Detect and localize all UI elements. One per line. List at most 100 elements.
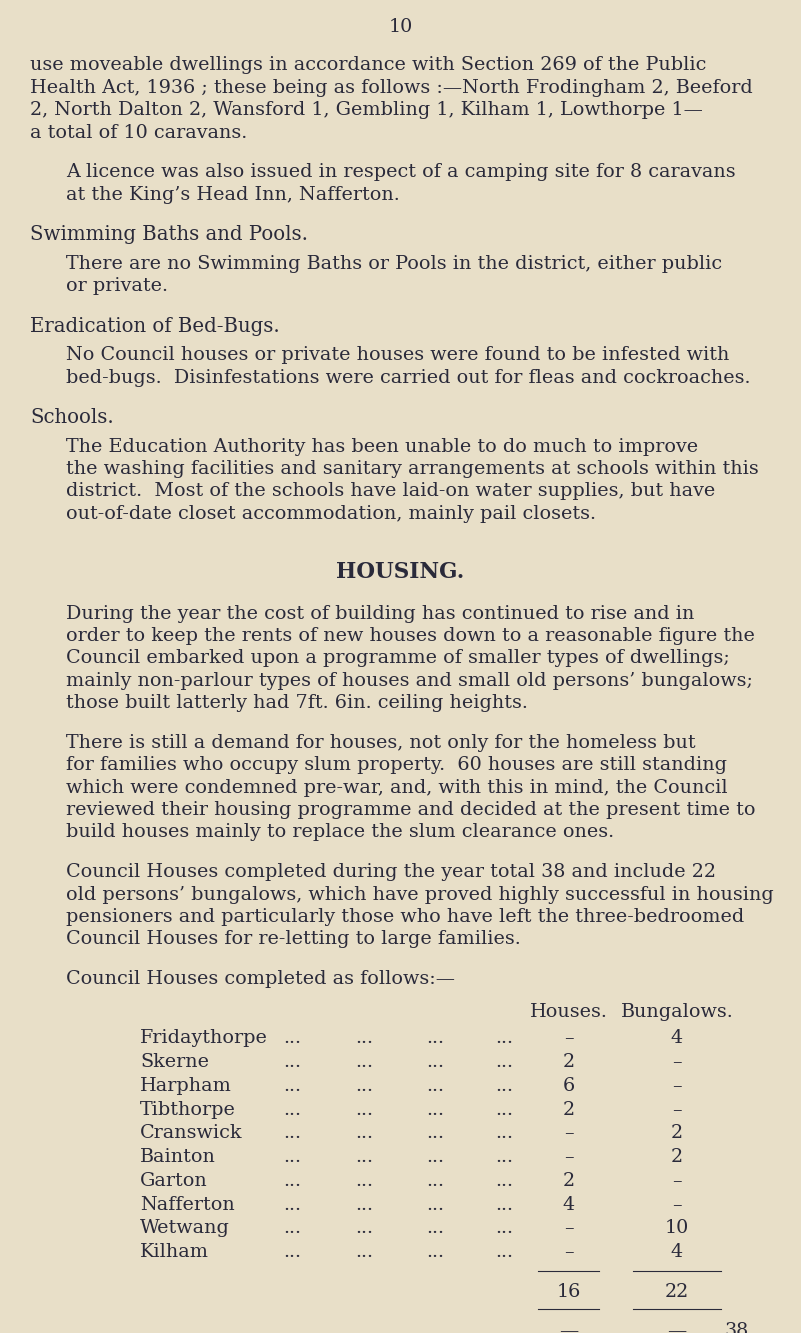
Text: ...: ... [284,1077,301,1094]
Text: ...: ... [284,1196,301,1213]
Text: The Education Authority has been unable to do much to improve: The Education Authority has been unable … [66,437,698,456]
Text: 2: 2 [562,1172,575,1190]
Text: –: – [672,1196,682,1213]
Text: ...: ... [284,1244,301,1261]
Text: ...: ... [426,1077,444,1094]
Text: 2: 2 [670,1148,683,1166]
Text: 2: 2 [562,1053,575,1072]
Text: ...: ... [496,1196,513,1213]
Text: Council Houses completed as follows:—: Council Houses completed as follows:— [66,970,455,988]
Text: ...: ... [356,1053,373,1072]
Text: Schools.: Schools. [30,408,115,428]
Text: Garton: Garton [140,1172,208,1190]
Text: 6: 6 [562,1077,575,1094]
Text: –: – [672,1077,682,1094]
Text: Bainton: Bainton [140,1148,216,1166]
Text: which were condemned pre-war, and, with this in mind, the Council: which were condemned pre-war, and, with … [66,778,727,797]
Text: ...: ... [356,1244,373,1261]
Text: Cranswick: Cranswick [140,1125,243,1142]
Text: ...: ... [496,1053,513,1072]
Text: During the year the cost of building has continued to rise and in: During the year the cost of building has… [66,605,694,623]
Text: ...: ... [356,1172,373,1190]
Text: 4: 4 [562,1196,575,1213]
Text: Wetwang: Wetwang [140,1220,230,1237]
Text: Bungalows.: Bungalows. [621,1004,733,1021]
Text: No Council houses or private houses were found to be infested with: No Council houses or private houses were… [66,347,729,364]
Text: Health Act, 1936 ; these being as follows :—North Frodingham 2, Beeford: Health Act, 1936 ; these being as follow… [30,79,753,97]
Text: 38: 38 [725,1322,749,1333]
Text: ...: ... [356,1125,373,1142]
Text: ...: ... [284,1220,301,1237]
Text: ...: ... [496,1148,513,1166]
Text: ...: ... [356,1220,373,1237]
Text: pensioners and particularly those who have left the three-bedroomed: pensioners and particularly those who ha… [66,908,744,926]
Text: ...: ... [426,1148,444,1166]
Text: ...: ... [284,1148,301,1166]
Text: ...: ... [426,1101,444,1118]
Text: 4: 4 [670,1244,683,1261]
Text: those built latterly had 7ft. 6in. ceiling heights.: those built latterly had 7ft. 6in. ceili… [66,694,528,712]
Text: ...: ... [496,1077,513,1094]
Text: Tibthorpe: Tibthorpe [140,1101,236,1118]
Text: 2: 2 [670,1125,683,1142]
Text: –: – [672,1053,682,1072]
Text: old persons’ bungalows, which have proved highly successful in housing: old persons’ bungalows, which have prove… [66,885,774,904]
Text: 2: 2 [562,1101,575,1118]
Text: Eradication of Bed-Bugs.: Eradication of Bed-Bugs. [30,317,280,336]
Text: ...: ... [284,1101,301,1118]
Text: Swimming Baths and Pools.: Swimming Baths and Pools. [30,225,308,244]
Text: or private.: or private. [66,277,167,295]
Text: Council Houses for re-letting to large families.: Council Houses for re-letting to large f… [66,930,521,948]
Text: district.  Most of the schools have laid-on water supplies, but have: district. Most of the schools have laid-… [66,483,715,500]
Text: —: — [559,1322,578,1333]
Text: There are no Swimming Baths or Pools in the district, either public: There are no Swimming Baths or Pools in … [66,255,722,273]
Text: ...: ... [426,1220,444,1237]
Text: reviewed their housing programme and decided at the present time to: reviewed their housing programme and dec… [66,801,755,818]
Text: at the King’s Head Inn, Nafferton.: at the King’s Head Inn, Nafferton. [66,185,400,204]
Text: –: – [564,1125,574,1142]
Text: ...: ... [356,1077,373,1094]
Text: –: – [672,1172,682,1190]
Text: build houses mainly to replace the slum clearance ones.: build houses mainly to replace the slum … [66,824,614,841]
Text: ...: ... [496,1101,513,1118]
Text: ...: ... [284,1053,301,1072]
Text: Council embarked upon a programme of smaller types of dwellings;: Council embarked upon a programme of sma… [66,649,730,668]
Text: 16: 16 [557,1284,581,1301]
Text: ...: ... [356,1101,373,1118]
Text: 10: 10 [388,17,413,36]
Text: ...: ... [284,1029,301,1048]
Text: order to keep the rents of new houses down to a reasonable figure the: order to keep the rents of new houses do… [66,627,755,645]
Text: 10: 10 [665,1220,689,1237]
Text: for families who occupy slum property.  60 houses are still standing: for families who occupy slum property. 6… [66,756,727,774]
Text: ...: ... [426,1196,444,1213]
Text: ...: ... [356,1148,373,1166]
Text: ...: ... [426,1125,444,1142]
Text: There is still a demand for houses, not only for the homeless but: There is still a demand for houses, not … [66,734,695,752]
Text: 2, North Dalton 2, Wansford 1, Gembling 1, Kilham 1, Lowthorpe 1—: 2, North Dalton 2, Wansford 1, Gembling … [30,101,703,119]
Text: ...: ... [356,1196,373,1213]
Text: bed-bugs.  Disinfestations were carried out for fleas and cockroaches.: bed-bugs. Disinfestations were carried o… [66,369,751,387]
Text: A licence was also issued in respect of a camping site for 8 caravans: A licence was also issued in respect of … [66,164,735,181]
Text: –: – [672,1101,682,1118]
Text: Houses.: Houses. [529,1004,608,1021]
Text: Nafferton: Nafferton [140,1196,235,1213]
Text: ...: ... [426,1029,444,1048]
Text: a total of 10 caravans.: a total of 10 caravans. [30,124,248,141]
Text: ...: ... [426,1172,444,1190]
Text: ...: ... [496,1172,513,1190]
Text: ...: ... [496,1244,513,1261]
Text: ...: ... [496,1029,513,1048]
Text: –: – [564,1148,574,1166]
Text: Kilham: Kilham [140,1244,209,1261]
Text: ...: ... [426,1053,444,1072]
Text: –: – [564,1029,574,1048]
Text: ...: ... [496,1220,513,1237]
Text: Skerne: Skerne [140,1053,209,1072]
Text: the washing facilities and sanitary arrangements at schools within this: the washing facilities and sanitary arra… [66,460,759,479]
Text: Council Houses completed during the year total 38 and include 22: Council Houses completed during the year… [66,864,715,881]
Text: mainly non-parlour types of houses and small old persons’ bungalows;: mainly non-parlour types of houses and s… [66,672,753,689]
Text: Fridaythorpe: Fridaythorpe [140,1029,268,1048]
Text: 22: 22 [665,1284,689,1301]
Text: use moveable dwellings in accordance with Section 269 of the Public: use moveable dwellings in accordance wit… [30,56,706,75]
Text: ...: ... [284,1125,301,1142]
